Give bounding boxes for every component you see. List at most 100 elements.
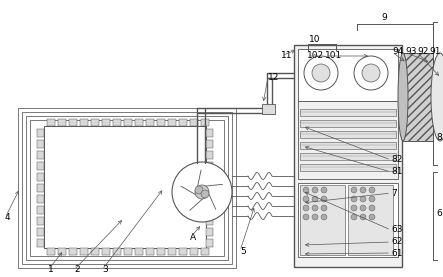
Circle shape: [321, 214, 327, 220]
Bar: [37, 217, 44, 225]
Circle shape: [312, 196, 318, 202]
Bar: [47, 248, 55, 255]
Bar: [58, 248, 66, 255]
Bar: [47, 119, 55, 126]
Circle shape: [360, 205, 366, 211]
Bar: [298, 49, 398, 101]
Text: 81: 81: [391, 168, 403, 176]
Bar: [201, 119, 209, 126]
Bar: [146, 119, 154, 126]
Text: 63: 63: [391, 225, 403, 235]
Text: 101: 101: [325, 52, 342, 60]
Bar: [37, 184, 44, 192]
Bar: [206, 184, 213, 192]
Circle shape: [369, 214, 375, 220]
Circle shape: [369, 205, 375, 211]
Bar: [298, 101, 398, 179]
Bar: [190, 248, 198, 255]
Bar: [206, 228, 213, 236]
Bar: [102, 119, 110, 126]
Bar: [18, 108, 236, 268]
Circle shape: [303, 214, 309, 220]
Bar: [37, 195, 44, 203]
Text: 93: 93: [405, 47, 416, 57]
Circle shape: [321, 205, 327, 211]
Bar: [300, 142, 396, 149]
Text: 7: 7: [391, 189, 397, 198]
Bar: [80, 119, 88, 126]
Bar: [37, 206, 44, 214]
Text: A: A: [190, 234, 196, 242]
Bar: [80, 248, 88, 255]
Text: 2: 2: [74, 265, 80, 275]
Bar: [348, 185, 393, 255]
Text: 10: 10: [309, 35, 320, 45]
Circle shape: [362, 64, 380, 82]
Circle shape: [321, 187, 327, 193]
Bar: [206, 206, 213, 214]
Bar: [206, 162, 213, 170]
Circle shape: [312, 187, 318, 193]
Bar: [206, 173, 213, 181]
Bar: [22, 112, 232, 264]
Circle shape: [303, 196, 309, 202]
Bar: [37, 228, 44, 236]
Bar: [298, 183, 398, 257]
Bar: [37, 239, 44, 247]
Bar: [69, 248, 77, 255]
Bar: [300, 131, 396, 138]
Bar: [179, 119, 187, 126]
Circle shape: [303, 205, 309, 211]
Circle shape: [321, 196, 327, 202]
Ellipse shape: [431, 53, 443, 141]
Bar: [58, 119, 66, 126]
Bar: [91, 119, 99, 126]
Text: 82: 82: [391, 155, 402, 165]
Text: 92: 92: [417, 47, 428, 57]
Bar: [168, 119, 176, 126]
Text: 91: 91: [429, 47, 440, 57]
Bar: [179, 248, 187, 255]
Circle shape: [201, 190, 209, 198]
Bar: [403, 53, 433, 141]
Bar: [135, 119, 143, 126]
Circle shape: [312, 64, 330, 82]
Bar: [113, 248, 121, 255]
Bar: [113, 119, 121, 126]
Text: 8: 8: [436, 132, 442, 142]
Bar: [37, 140, 44, 148]
Bar: [124, 119, 132, 126]
Circle shape: [351, 187, 357, 193]
Ellipse shape: [398, 53, 408, 141]
Bar: [37, 129, 44, 137]
Bar: [157, 119, 165, 126]
Circle shape: [360, 196, 366, 202]
Circle shape: [351, 214, 357, 220]
Bar: [157, 248, 165, 255]
Bar: [206, 151, 213, 159]
Bar: [124, 248, 132, 255]
Bar: [206, 195, 213, 203]
Bar: [300, 120, 396, 127]
Bar: [190, 119, 198, 126]
Circle shape: [172, 162, 232, 222]
Circle shape: [195, 186, 203, 194]
Bar: [300, 109, 396, 116]
Circle shape: [360, 214, 366, 220]
Bar: [300, 153, 396, 160]
Text: 6: 6: [436, 209, 442, 217]
Circle shape: [351, 196, 357, 202]
Bar: [201, 248, 209, 255]
Bar: [300, 164, 396, 171]
Text: 9: 9: [381, 14, 387, 22]
Bar: [206, 239, 213, 247]
Bar: [37, 151, 44, 159]
Text: 102: 102: [307, 52, 324, 60]
Bar: [30, 120, 224, 256]
Text: 94: 94: [392, 47, 404, 57]
Bar: [69, 119, 77, 126]
Circle shape: [312, 205, 318, 211]
Circle shape: [360, 187, 366, 193]
Bar: [146, 248, 154, 255]
Text: 4: 4: [5, 214, 11, 222]
